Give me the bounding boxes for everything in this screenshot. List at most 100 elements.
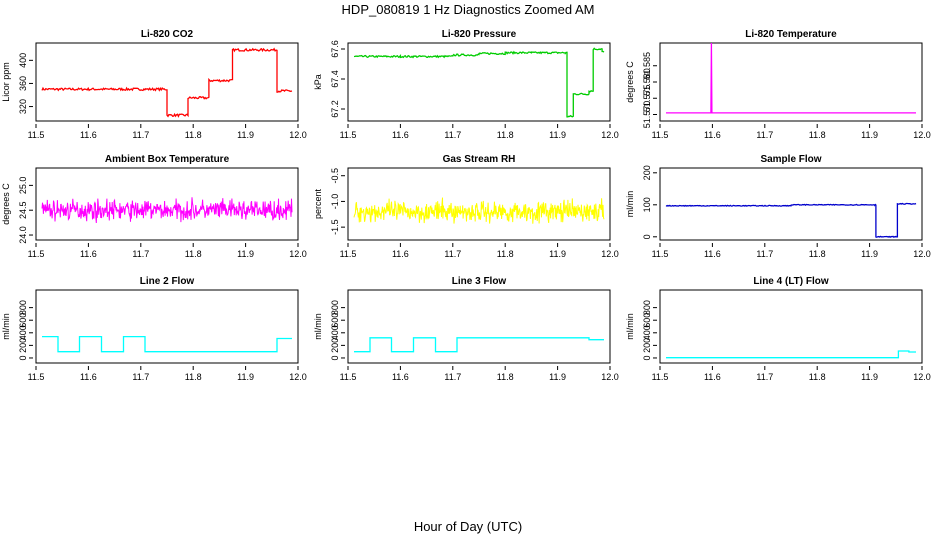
series-line (353, 197, 605, 224)
y-tick-label: 0 (642, 234, 652, 239)
y-tick-label: 67.2 (330, 100, 340, 118)
x-tick-label: 11.7 (756, 249, 773, 259)
x-tick-label: 11.7 (444, 249, 461, 259)
y-tick-label: 200 (642, 165, 652, 180)
y-tick-label: 0 (330, 355, 340, 360)
chart-panel-4: Ambient Box Temperature 11.5 11.6 11.7 11.8 1… (1, 154, 307, 259)
x-tick-label: 12.0 (601, 249, 619, 259)
y-tick-label: 25.0 (18, 177, 28, 195)
y-tick-label: 600 (330, 313, 340, 328)
y-axis-label: degrees C (1, 183, 11, 225)
chart-panel-5: Gas Stream RH 11.5 11.6 11.7 11.8 11.9 12.0 -1.… (313, 154, 619, 259)
y-tick-label: 100 (642, 197, 652, 212)
y-tick-label: 400 (18, 325, 28, 340)
x-tick-label: 11.8 (497, 249, 514, 259)
y-tick-label: 200 (330, 338, 340, 353)
y-tick-label: 200 (642, 338, 652, 353)
x-tick-label: 11.8 (809, 249, 826, 259)
x-tick-label: 11.5 (28, 372, 45, 382)
y-axis-label: percent (313, 188, 323, 219)
x-tick-label: 12.0 (601, 372, 619, 382)
x-tick-label: 11.5 (340, 372, 357, 382)
y-tick-label: 51.585 (642, 52, 652, 80)
x-tick-label: 12.0 (913, 249, 931, 259)
x-tick-label: 11.7 (132, 249, 149, 259)
series-line (353, 47, 605, 118)
figure-title: HDP_080819 1 Hz Diagnostics Zoomed AM (342, 2, 595, 17)
y-tick-label: -0.5 (330, 168, 340, 184)
y-tick-label: 0 (642, 355, 652, 360)
y-tick-label: 600 (642, 313, 652, 328)
plot-frame (35, 42, 299, 122)
x-tick-label: 11.5 (340, 249, 357, 259)
y-axis-label: Licor ppm (1, 62, 11, 102)
chart-title: Li-820 CO2 (141, 29, 194, 40)
x-tick-label: 12.0 (289, 249, 307, 259)
y-axis-label: ml/min (313, 313, 323, 340)
x-tick-label: 11.9 (549, 372, 566, 382)
x-tick-label: 11.6 (392, 372, 409, 382)
x-tick-label: 11.9 (237, 249, 254, 259)
x-tick-label: 11.5 (340, 130, 357, 140)
x-tick-label: 11.7 (132, 372, 149, 382)
y-tick-label: -1.0 (330, 194, 340, 210)
x-tick-label: 11.9 (861, 249, 878, 259)
plot-frame (35, 167, 299, 241)
y-tick-label: 400 (330, 325, 340, 340)
x-tick-label: 11.8 (185, 130, 202, 140)
x-tick-label: 11.7 (444, 372, 461, 382)
chart-title: Line 4 (LT) Flow (753, 276, 829, 287)
y-tick-label: 51.575 (642, 84, 652, 112)
y-tick-label: 800 (18, 300, 28, 315)
x-tick-label: 11.5 (652, 130, 669, 140)
y-axis-label: ml/min (625, 313, 635, 340)
chart-title: Gas Stream RH (443, 154, 516, 165)
x-tick-label: 11.9 (237, 372, 254, 382)
chart-title: Ambient Box Temperature (105, 154, 230, 165)
series-line (41, 197, 293, 224)
chart-title: Line 2 Flow (140, 276, 195, 287)
plot-frame (659, 289, 923, 364)
x-tick-label: 11.9 (549, 249, 566, 259)
y-tick-label: 67.4 (330, 70, 340, 88)
series-line (41, 47, 293, 118)
x-tick-label: 11.8 (809, 130, 826, 140)
series-line (42, 335, 292, 353)
x-tick-label: 11.6 (704, 249, 721, 259)
x-tick-label: 12.0 (289, 130, 307, 140)
x-tick-label: 11.7 (756, 130, 773, 140)
x-tick-label: 12.0 (913, 130, 931, 140)
y-tick-label: 0 (18, 355, 28, 360)
y-axis-label: ml/min (1, 313, 11, 340)
x-tick-label: 11.6 (80, 372, 97, 382)
y-tick-label: 67.6 (330, 40, 340, 58)
plot-frame (659, 42, 923, 122)
x-tick-label: 11.9 (549, 130, 566, 140)
chart-panel-6: Sample Flow 11.5 11.6 11.7 11.8 11.9 12.0 0 100 2… (625, 154, 931, 259)
x-tick-label: 11.8 (185, 372, 202, 382)
panels-grid: Li-820 CO2 11.5 11.6 11.7 11.8 11.9 12.0 320 360… (1, 29, 931, 382)
x-tick-label: 11.6 (704, 372, 721, 382)
y-tick-label: 51.570 (642, 101, 652, 129)
y-tick-label: 24.0 (18, 226, 28, 244)
chart-panel-7: Line 2 Flow 11.5 11.6 11.7 11.8 11.9 12.0 0 2004… (1, 276, 307, 382)
x-tick-label: 11.8 (809, 372, 826, 382)
y-tick-label: -1.5 (330, 219, 340, 235)
chart-panel-2: Li-820 Pressure 11.5 11.6 11.7 11.8 11.9 12.0 6… (313, 29, 619, 140)
x-tick-label: 11.6 (80, 249, 97, 259)
plot-frame (347, 42, 611, 122)
y-tick-label: 800 (330, 300, 340, 315)
x-tick-label: 11.6 (704, 130, 721, 140)
y-tick-label: 51.580 (642, 68, 652, 96)
y-tick-label: 600 (18, 313, 28, 328)
y-axis-label: kPa (313, 74, 323, 90)
chart-title: Li-820 Temperature (745, 29, 837, 40)
x-tick-label: 11.7 (756, 372, 773, 382)
chart-panel-8: Line 3 Flow 11.5 11.6 11.7 11.8 11.9 12.0 0 2004… (313, 276, 619, 382)
x-tick-label: 11.7 (132, 130, 149, 140)
y-tick-label: 400 (18, 53, 28, 68)
series-line (666, 350, 916, 359)
x-tick-label: 11.6 (392, 130, 409, 140)
series-line (666, 42, 916, 114)
x-tick-label: 11.5 (652, 372, 669, 382)
